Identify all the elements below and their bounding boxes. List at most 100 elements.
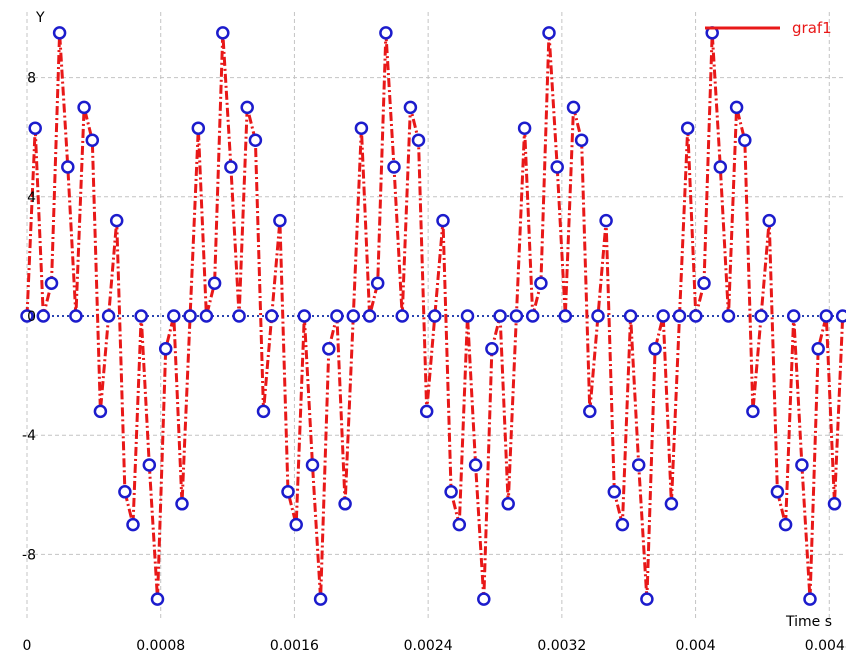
data-point-71 bbox=[599, 213, 613, 228]
data-point-32 bbox=[281, 485, 295, 499]
x-tick-0: 0 bbox=[23, 638, 32, 654]
data-point-60 bbox=[509, 309, 524, 323]
data-point-1 bbox=[28, 121, 42, 135]
data-point-27 bbox=[240, 100, 254, 115]
data-point-51 bbox=[436, 213, 450, 228]
data-point-58 bbox=[493, 309, 507, 323]
data-point-87 bbox=[729, 100, 744, 115]
y-tick-labels: 8 4 0 -4 -8 bbox=[22, 71, 36, 564]
series-line-graf1 bbox=[25, 31, 845, 601]
data-point-18 bbox=[167, 309, 181, 323]
data-point-50 bbox=[428, 309, 442, 323]
data-point-90 bbox=[754, 309, 768, 323]
data-point-23 bbox=[207, 276, 222, 290]
data-point-40 bbox=[346, 309, 361, 323]
data-point-9 bbox=[93, 404, 108, 419]
data-point-54 bbox=[460, 309, 475, 323]
data-point-38 bbox=[330, 309, 344, 323]
data-point-92 bbox=[770, 485, 785, 499]
data-point-45 bbox=[387, 160, 401, 174]
data-point-17 bbox=[158, 342, 173, 356]
data-point-61 bbox=[517, 121, 532, 135]
data-point-49 bbox=[419, 404, 434, 419]
x-tick-5: 0.004 bbox=[676, 638, 716, 654]
x-tick-2: 0.0016 bbox=[270, 638, 319, 654]
data-point-42 bbox=[362, 309, 377, 323]
data-point-22 bbox=[199, 309, 214, 323]
data-point-14 bbox=[134, 309, 148, 323]
data-point-77 bbox=[648, 342, 662, 356]
data-point-48 bbox=[411, 133, 426, 147]
data-point-68 bbox=[574, 133, 589, 147]
data-point-88 bbox=[738, 133, 752, 147]
data-point-62 bbox=[525, 309, 540, 323]
y-tick-0: 8 bbox=[27, 71, 36, 87]
data-point-55 bbox=[468, 458, 483, 472]
data-point-86 bbox=[721, 309, 736, 323]
data-point-57 bbox=[485, 342, 499, 356]
data-point-28 bbox=[248, 133, 263, 147]
data-point-2 bbox=[36, 309, 51, 323]
data-point-15 bbox=[142, 458, 157, 472]
data-point-41 bbox=[354, 121, 369, 135]
y-tick-3: -4 bbox=[22, 428, 36, 444]
data-point-59 bbox=[501, 497, 515, 511]
data-point-46 bbox=[395, 309, 409, 323]
y-tick-1: 4 bbox=[27, 190, 36, 206]
data-markers bbox=[20, 26, 846, 606]
data-point-93 bbox=[778, 517, 793, 532]
series-line-path bbox=[25, 31, 845, 601]
data-point-52 bbox=[444, 485, 458, 499]
data-point-34 bbox=[297, 309, 312, 323]
data-point-98 bbox=[819, 309, 834, 323]
data-point-10 bbox=[101, 309, 116, 323]
data-point-31 bbox=[273, 213, 287, 228]
data-point-82 bbox=[689, 309, 703, 323]
data-point-29 bbox=[256, 404, 271, 419]
y-axis-label: Y bbox=[35, 10, 45, 26]
data-point-44 bbox=[379, 26, 393, 40]
data-point-99 bbox=[827, 497, 842, 511]
data-point-89 bbox=[746, 404, 760, 419]
data-point-72 bbox=[607, 485, 622, 499]
data-point-78 bbox=[656, 309, 670, 323]
data-point-33 bbox=[289, 517, 303, 532]
data-point-97 bbox=[811, 342, 825, 356]
data-point-53 bbox=[452, 517, 467, 532]
data-point-64 bbox=[542, 26, 556, 40]
data-point-81 bbox=[680, 121, 695, 135]
data-point-91 bbox=[762, 213, 776, 228]
data-point-37 bbox=[322, 342, 336, 356]
x-axis-label: Time s bbox=[785, 614, 832, 630]
data-point-4 bbox=[52, 26, 67, 40]
data-point-36 bbox=[313, 592, 328, 606]
data-point-94 bbox=[786, 309, 801, 323]
data-point-3 bbox=[44, 276, 59, 290]
data-point-47 bbox=[403, 100, 418, 115]
data-point-5 bbox=[61, 160, 75, 174]
data-point-73 bbox=[615, 517, 630, 532]
data-point-75 bbox=[631, 458, 646, 472]
data-point-16 bbox=[150, 592, 165, 606]
data-point-63 bbox=[534, 276, 548, 290]
data-point-56 bbox=[477, 592, 491, 606]
x-tick-4: 0.0032 bbox=[537, 638, 586, 654]
data-point-79 bbox=[664, 497, 679, 511]
data-point-74 bbox=[623, 309, 638, 323]
data-point-11 bbox=[109, 213, 124, 228]
data-point-25 bbox=[224, 160, 238, 174]
data-point-39 bbox=[338, 497, 352, 511]
legend-label-graf1: graf1 bbox=[792, 19, 832, 37]
data-point-95 bbox=[795, 458, 809, 472]
data-point-35 bbox=[305, 458, 320, 472]
data-point-43 bbox=[370, 276, 385, 290]
data-point-66 bbox=[558, 309, 573, 323]
data-point-96 bbox=[803, 592, 817, 606]
data-point-85 bbox=[713, 160, 728, 174]
data-point-69 bbox=[583, 404, 597, 419]
legend: graf1 bbox=[705, 19, 832, 37]
data-point-100 bbox=[835, 309, 846, 323]
